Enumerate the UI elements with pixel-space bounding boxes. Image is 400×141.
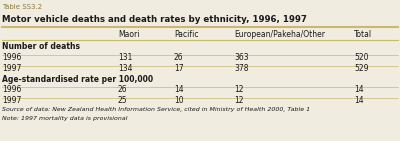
Text: 134: 134: [118, 64, 132, 73]
Text: 14: 14: [354, 96, 364, 105]
Text: 26: 26: [174, 53, 184, 62]
Text: 17: 17: [174, 64, 184, 73]
Text: 1997: 1997: [2, 96, 21, 105]
Text: 10: 10: [174, 96, 184, 105]
Text: Pacific: Pacific: [174, 30, 198, 39]
Text: 520: 520: [354, 53, 368, 62]
Text: 1997: 1997: [2, 64, 21, 73]
Text: 363: 363: [234, 53, 249, 62]
Text: Total: Total: [354, 30, 372, 39]
Text: 14: 14: [174, 85, 184, 94]
Text: 26: 26: [118, 85, 128, 94]
Text: European/Pakeha/Other: European/Pakeha/Other: [234, 30, 325, 39]
Text: 1996: 1996: [2, 53, 21, 62]
Text: 25: 25: [118, 96, 128, 105]
Text: 131: 131: [118, 53, 132, 62]
Text: Number of deaths: Number of deaths: [2, 42, 80, 51]
Text: Note: 1997 mortality data is provisional: Note: 1997 mortality data is provisional: [2, 116, 128, 121]
Text: 12: 12: [234, 85, 244, 94]
Text: Maori: Maori: [118, 30, 140, 39]
Text: 378: 378: [234, 64, 248, 73]
Text: 1996: 1996: [2, 85, 21, 94]
Text: 12: 12: [234, 96, 244, 105]
Text: Table SS3.2: Table SS3.2: [2, 4, 42, 10]
Text: 529: 529: [354, 64, 368, 73]
Text: Age-standardised rate per 100,000: Age-standardised rate per 100,000: [2, 75, 153, 84]
Text: Motor vehicle deaths and death rates by ethnicity, 1996, 1997: Motor vehicle deaths and death rates by …: [2, 15, 307, 24]
Text: 14: 14: [354, 85, 364, 94]
Text: Source of data: New Zealand Health Information Service, cited in Ministry of Hea: Source of data: New Zealand Health Infor…: [2, 107, 310, 112]
